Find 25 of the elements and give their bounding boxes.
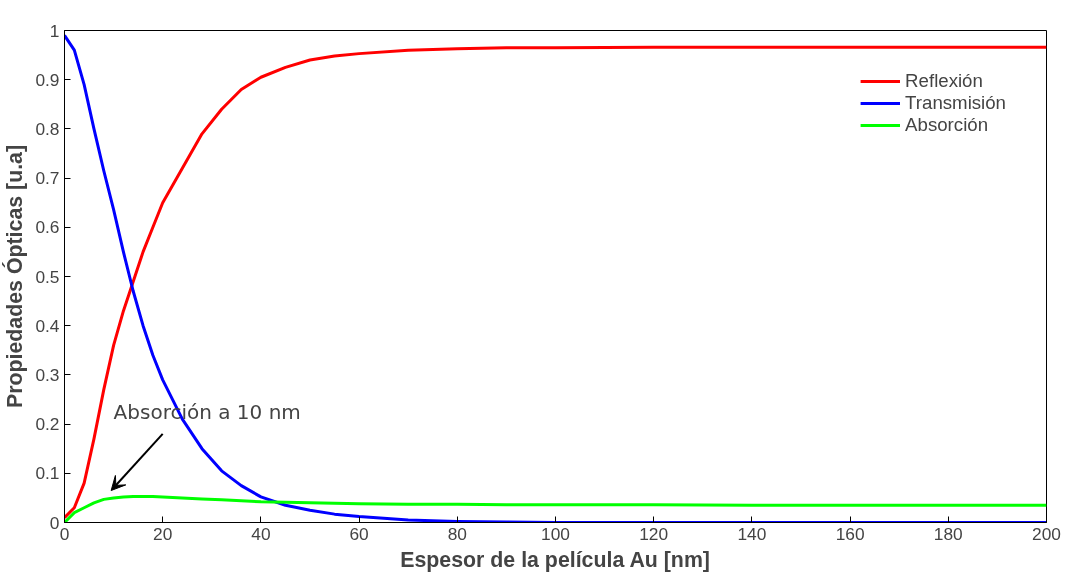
y-tick-label: 0.2 xyxy=(35,414,60,435)
y-tick-label: 0.5 xyxy=(35,266,60,287)
x-tick-label: 160 xyxy=(835,523,865,544)
y-tick-label: 0.3 xyxy=(35,364,60,385)
x-axis-title: Espesor de la película Au [nm] xyxy=(400,547,710,572)
y-tick-label: 0.4 xyxy=(35,315,60,336)
x-tick-label: 120 xyxy=(639,523,669,544)
x-tick-label: 60 xyxy=(349,523,369,544)
x-tick-label: 20 xyxy=(153,523,173,544)
x-tick-label: 140 xyxy=(737,523,767,544)
y-tick-label: 0.8 xyxy=(35,118,60,139)
x-tick-label: 200 xyxy=(1032,523,1061,544)
y-tick-label: 0.6 xyxy=(35,217,60,238)
legend-label: Absorción xyxy=(905,114,989,136)
x-tick-label: 180 xyxy=(933,523,963,544)
x-tick-label: 40 xyxy=(251,523,271,544)
x-tick-label: 100 xyxy=(541,523,570,544)
y-tick-label: 1 xyxy=(49,20,60,41)
legend-label: Transmisión xyxy=(905,92,1006,114)
y-axis-title: Propiedades Ópticas [u.a] xyxy=(2,144,28,409)
y-tick-label: 0.9 xyxy=(35,69,60,90)
y-tick-label: 0.1 xyxy=(35,463,60,484)
x-tick-label: 80 xyxy=(447,523,467,544)
y-tick-label: 0.7 xyxy=(35,168,60,189)
legend-label: Reflexión xyxy=(905,70,983,92)
